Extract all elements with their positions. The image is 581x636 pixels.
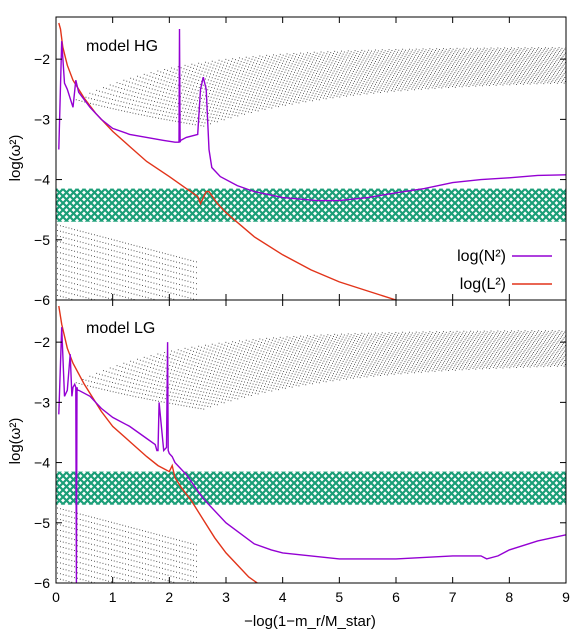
y-tick-label: −6 (34, 292, 50, 308)
series-line-n2 (58, 327, 566, 583)
y-axis-title: log(ω²) (7, 418, 24, 465)
panel-label: model LG (86, 320, 155, 337)
x-tick-label: 0 (52, 589, 60, 605)
x-axis-ticks: 0 1 2 3 4 5 6 7 8 9 (52, 300, 570, 605)
panel-model-hg: −6 −5 −4 −3 −2 model HG log(ω²) log(N²) log(… (7, 16, 567, 308)
x-tick-label: 6 (392, 589, 400, 605)
plot-frame (55, 299, 567, 584)
x-tick-label: 5 (335, 589, 343, 605)
y-tick-label: −5 (34, 515, 50, 531)
frequency-band (56, 471, 566, 505)
panel-label: model HG (86, 38, 158, 55)
panel-model-lg: −6 −5 −4 −3 −2 0 1 2 3 4 5 6 7 8 9 model LG log(ω²) −… (7, 299, 570, 630)
mode-dot-pattern (57, 330, 566, 583)
y-axis-title: log(ω²) (7, 135, 24, 182)
x-tick-label: 1 (109, 589, 117, 605)
y-tick-label: −2 (34, 51, 50, 67)
series-line-n2 (58, 28, 566, 202)
mode-dots (57, 47, 566, 300)
y-tick-label: −4 (34, 455, 50, 471)
legend: log(N²) log(L²) (457, 248, 552, 293)
x-tick-label: 8 (505, 589, 513, 605)
mode-dots (57, 330, 566, 583)
y-tick-label: −2 (34, 334, 50, 350)
legend-label-n2: log(N²) (457, 248, 506, 265)
y-tick-label: −3 (34, 111, 50, 127)
y-tick-label: −6 (34, 575, 50, 591)
y-tick-label: −5 (34, 232, 50, 248)
x-tick-label: 3 (222, 589, 230, 605)
y-tick-label: −4 (34, 172, 50, 188)
y-axis-ticks: −6 −5 −4 −3 −2 (34, 334, 566, 591)
y-axis-ticks: −6 −5 −4 −3 −2 (34, 17, 567, 308)
x-tick-label: 4 (279, 589, 287, 605)
x-tick-label: 2 (165, 589, 173, 605)
series-line-l2 (58, 22, 397, 300)
x-tick-label: 9 (562, 589, 570, 605)
x-tick-label: 7 (449, 589, 457, 605)
legend-label-l2: log(L²) (460, 276, 506, 293)
x-axis-title: −log(1−m_r/M_star) (244, 613, 376, 630)
series-line-l2 (58, 305, 258, 583)
y-tick-label: −3 (34, 394, 50, 410)
mode-dot-pattern (57, 47, 566, 300)
frequency-band (56, 188, 566, 222)
